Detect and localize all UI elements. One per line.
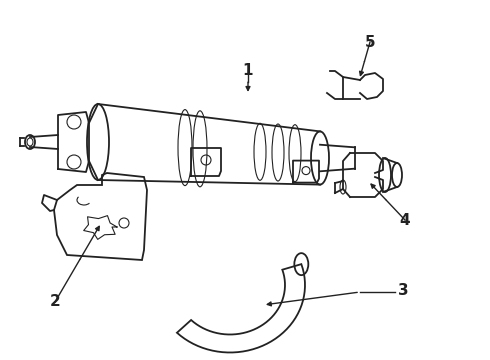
Text: 2: 2	[49, 294, 60, 310]
Text: 1: 1	[243, 63, 253, 77]
Text: 5: 5	[365, 35, 375, 50]
Text: 4: 4	[400, 212, 410, 228]
Text: 3: 3	[398, 283, 409, 298]
